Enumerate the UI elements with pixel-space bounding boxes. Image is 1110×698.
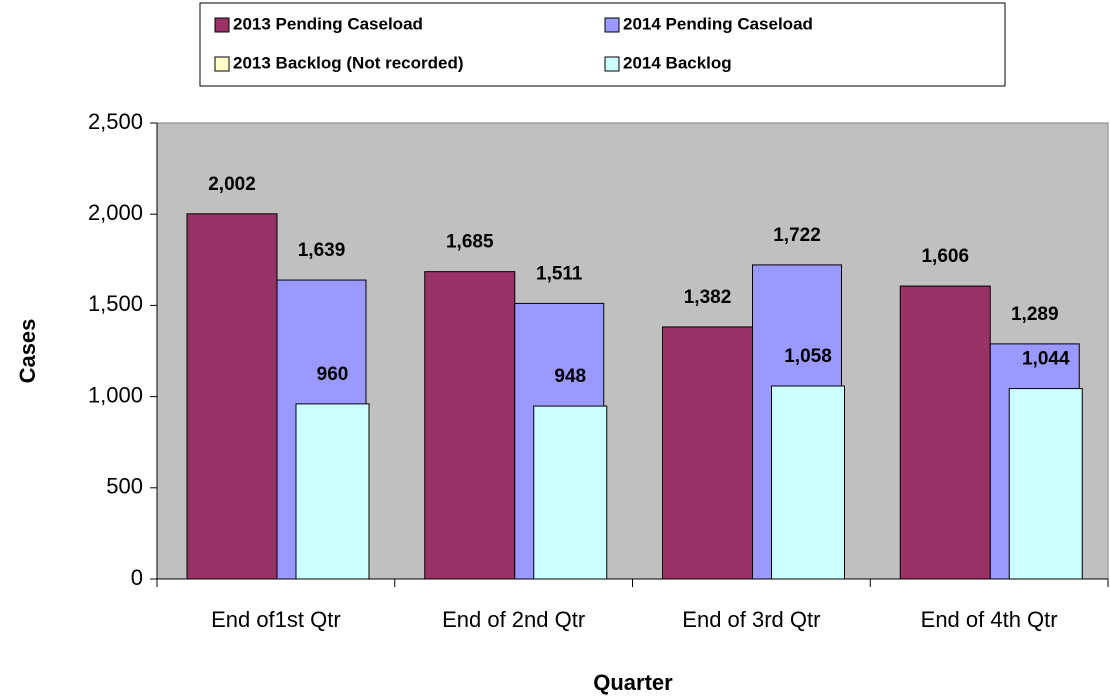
legend-label: 2014 Pending Caseload xyxy=(623,14,813,33)
value-label: 1,382 xyxy=(684,287,732,308)
legend-label: 2013 Backlog (Not recorded) xyxy=(233,53,464,72)
bar xyxy=(424,271,516,580)
bar xyxy=(771,385,845,580)
bar xyxy=(899,285,991,580)
y-tick-label: 0 xyxy=(131,565,143,590)
x-tick-label: End of1st Qtr xyxy=(211,607,341,632)
legend-label: 2014 Backlog xyxy=(623,53,732,72)
legend-swatch xyxy=(604,56,620,72)
value-label: 1,639 xyxy=(298,240,346,261)
value-label: 2,002 xyxy=(208,174,256,195)
legend-label: 2013 Pending Caseload xyxy=(233,14,423,33)
y-tick-label: 500 xyxy=(106,474,143,499)
y-axis-title: Cases xyxy=(15,319,40,384)
legend-swatch xyxy=(214,56,230,72)
value-label: 1,511 xyxy=(536,263,583,284)
bar xyxy=(533,405,608,580)
x-tick-label: End of 4th Qtr xyxy=(921,607,1058,632)
y-tick-label: 1,500 xyxy=(88,291,143,316)
value-label: 1,058 xyxy=(784,346,832,367)
legend-swatch xyxy=(604,17,620,33)
x-axis-title: Quarter xyxy=(593,670,673,695)
bar xyxy=(186,213,278,580)
value-label: 1,685 xyxy=(446,232,494,253)
legend-swatch xyxy=(214,17,230,33)
value-label: 1,044 xyxy=(1022,349,1070,370)
x-tick-label: End of 3rd Qtr xyxy=(682,607,820,632)
y-tick-label: 2,500 xyxy=(88,109,143,134)
value-label: 1,606 xyxy=(921,246,969,267)
legend-box xyxy=(199,2,1006,87)
x-tick-label: End of 2nd Qtr xyxy=(442,607,585,632)
bar xyxy=(1008,388,1083,580)
y-tick-label: 1,000 xyxy=(88,382,143,407)
value-label: 960 xyxy=(317,364,349,385)
value-label: 948 xyxy=(554,366,586,387)
bar xyxy=(295,403,370,580)
value-label: 1,722 xyxy=(773,225,821,246)
value-label: 1,289 xyxy=(1011,304,1059,325)
y-tick-label: 2,000 xyxy=(88,200,143,225)
bar xyxy=(662,326,753,580)
